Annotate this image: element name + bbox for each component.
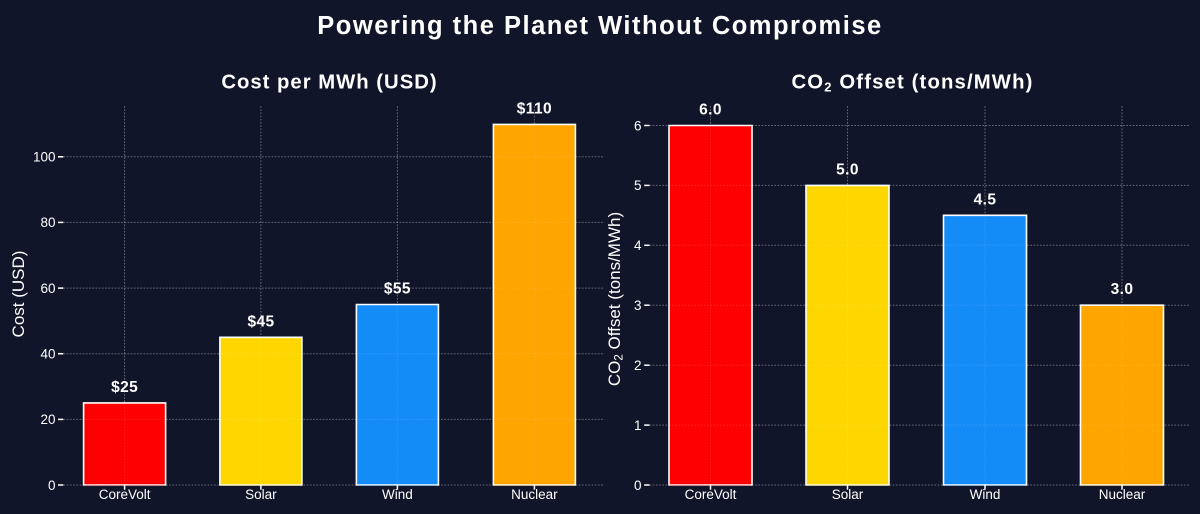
- svg-text:3: 3: [634, 298, 642, 313]
- svg-text:$55: $55: [384, 281, 411, 298]
- svg-text:60: 60: [40, 281, 55, 296]
- svg-text:Wind: Wind: [382, 487, 413, 502]
- svg-text:Cost per MWh (USD): Cost per MWh (USD): [221, 71, 437, 93]
- svg-text:Nuclear: Nuclear: [511, 487, 558, 502]
- svg-text:80: 80: [40, 215, 55, 230]
- svg-text:2: 2: [634, 358, 642, 373]
- svg-text:$110: $110: [517, 100, 552, 117]
- svg-text:0: 0: [48, 478, 56, 493]
- svg-text:$25: $25: [111, 379, 138, 396]
- svg-text:Cost (USD): Cost (USD): [9, 251, 28, 338]
- svg-text:6: 6: [634, 118, 642, 133]
- svg-text:Solar: Solar: [832, 487, 864, 502]
- svg-text:1: 1: [634, 418, 642, 433]
- svg-text:$45: $45: [247, 313, 274, 330]
- svg-text:4: 4: [634, 238, 642, 253]
- svg-text:40: 40: [40, 347, 55, 362]
- svg-text:6.0: 6.0: [699, 102, 722, 119]
- svg-text:5: 5: [634, 178, 642, 193]
- svg-text:Nuclear: Nuclear: [1099, 487, 1146, 502]
- svg-text:CoreVolt: CoreVolt: [99, 487, 151, 502]
- svg-text:Solar: Solar: [245, 487, 277, 502]
- svg-text:Wind: Wind: [970, 487, 1001, 502]
- svg-text:CO2 Offset (tons/MWh): CO2 Offset (tons/MWh): [605, 212, 626, 386]
- svg-text:4.5: 4.5: [974, 191, 997, 208]
- svg-text:20: 20: [40, 412, 55, 427]
- svg-text:0: 0: [634, 478, 642, 493]
- svg-text:100: 100: [33, 150, 56, 165]
- svg-text:3.0: 3.0: [1111, 281, 1134, 298]
- svg-text:Powering the Planet Without Co: Powering the Planet Without Compromise: [317, 12, 882, 40]
- svg-text:CO2 Offset (tons/MWh): CO2 Offset (tons/MWh): [791, 71, 1033, 94]
- svg-text:CoreVolt: CoreVolt: [685, 487, 737, 502]
- svg-text:5.0: 5.0: [836, 161, 859, 178]
